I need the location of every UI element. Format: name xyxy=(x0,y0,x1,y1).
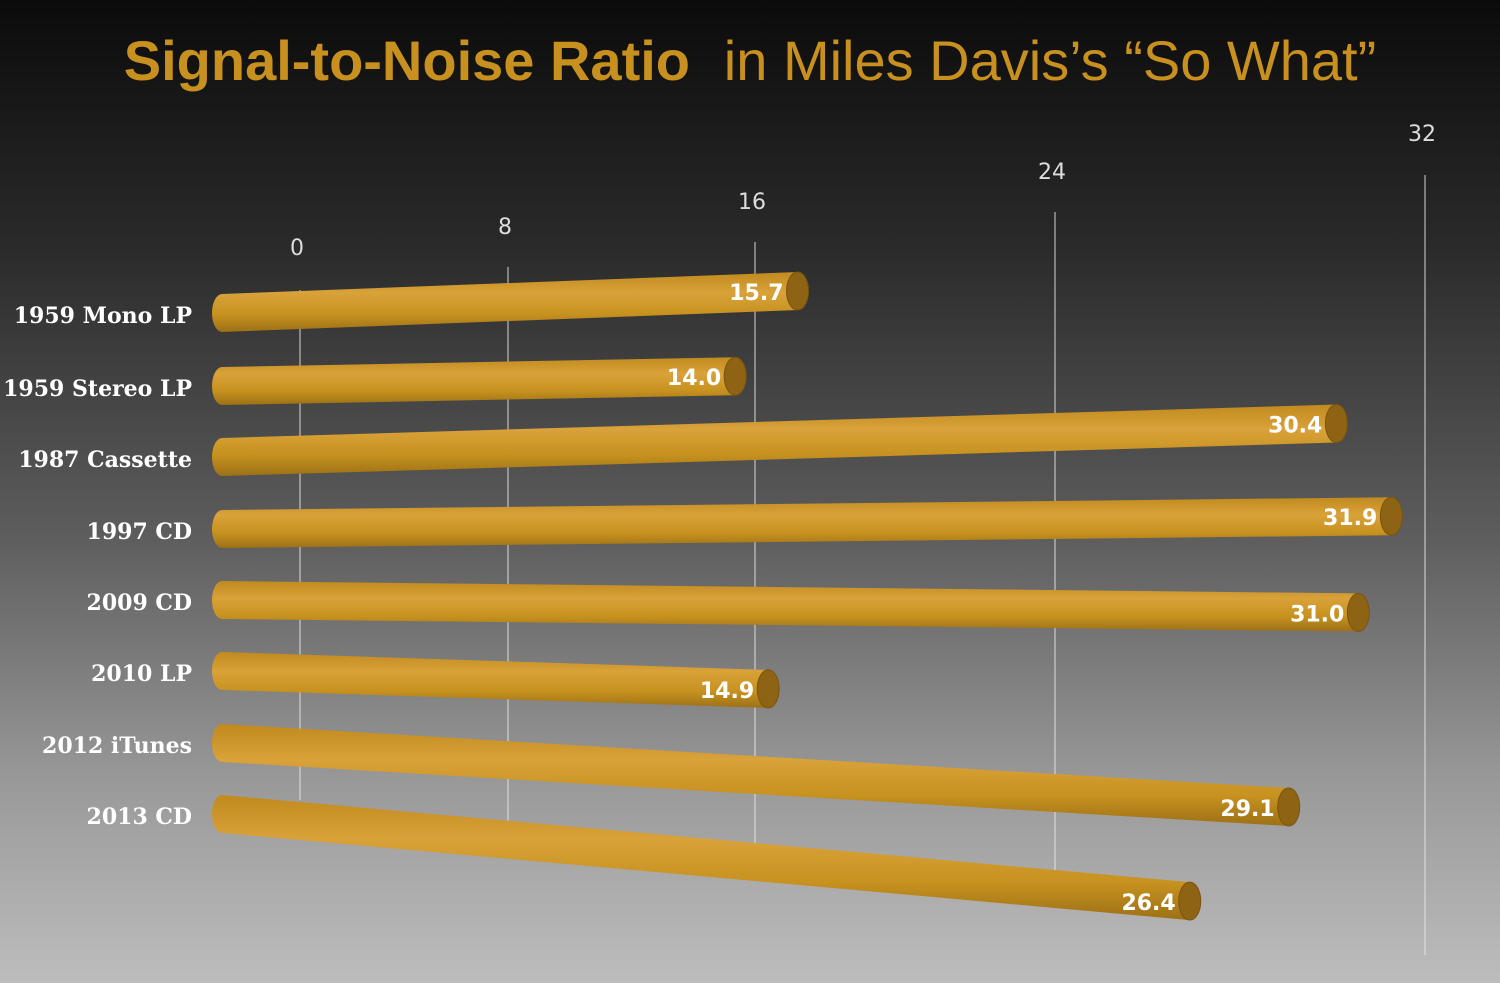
bar-3 xyxy=(212,497,1392,548)
value-label-1: 14.0 xyxy=(667,366,721,391)
bar-end-cap-7 xyxy=(1178,881,1202,921)
bar-7 xyxy=(212,795,1190,921)
bar-end-cap-5 xyxy=(756,669,780,709)
bar-end-cap-3 xyxy=(1379,496,1403,536)
x-tick-label-0: 0 xyxy=(290,236,304,261)
value-label-2: 30.4 xyxy=(1268,414,1322,439)
category-label-4: 2009 CD xyxy=(87,590,192,616)
bar-6 xyxy=(212,724,1289,827)
value-label-4: 31.0 xyxy=(1290,602,1344,627)
value-label-5: 14.9 xyxy=(700,679,754,704)
category-label-6: 2012 iTunes xyxy=(42,733,192,759)
x-tick-labels: 0 8 16 24 32 xyxy=(290,122,1436,261)
bar-2 xyxy=(212,404,1337,476)
chart-title-rest: in Miles Davis’s “So What” xyxy=(724,29,1376,92)
x-tick-label-8: 8 xyxy=(498,215,512,240)
bar-5 xyxy=(212,652,769,708)
bar-1 xyxy=(212,357,736,405)
bar-end-cap-0 xyxy=(786,271,810,311)
bar-4 xyxy=(212,581,1359,632)
category-label-1: 1959 Stereo LP xyxy=(3,376,192,402)
bar-end-cap-4 xyxy=(1346,592,1370,632)
bar-end-cap-6 xyxy=(1277,787,1301,827)
chart-title-bold: Signal-to-Noise Ratio xyxy=(124,29,690,92)
x-tick-label-24: 24 xyxy=(1038,160,1066,185)
value-label-0: 15.7 xyxy=(729,281,783,306)
bar-end-cap-2 xyxy=(1324,404,1348,444)
category-label-2: 1987 Cassette xyxy=(18,447,192,473)
x-tick-label-16: 16 xyxy=(738,190,766,215)
category-label-5: 2010 LP xyxy=(91,661,192,687)
chart-title: Signal-to-Noise Ratio in Miles Davis’s “… xyxy=(124,29,1377,94)
category-label-0: 1959 Mono LP xyxy=(14,303,192,329)
value-label-7: 26.4 xyxy=(1121,891,1175,916)
value-label-3: 31.9 xyxy=(1323,506,1377,531)
bar-end-cap-1 xyxy=(723,356,747,396)
category-label-3: 1997 CD xyxy=(87,519,192,545)
bar-0 xyxy=(212,272,798,332)
value-label-6: 29.1 xyxy=(1220,797,1274,822)
category-labels: 1959 Mono LP 1959 Stereo LP 1987 Cassette 1… xyxy=(3,303,192,830)
category-label-7: 2013 CD xyxy=(87,804,192,830)
bars: 15.7 14.0 30.4 31.9 31.0 14.9 29.1 26.4 xyxy=(212,271,1403,921)
x-tick-label-32: 32 xyxy=(1408,122,1436,147)
